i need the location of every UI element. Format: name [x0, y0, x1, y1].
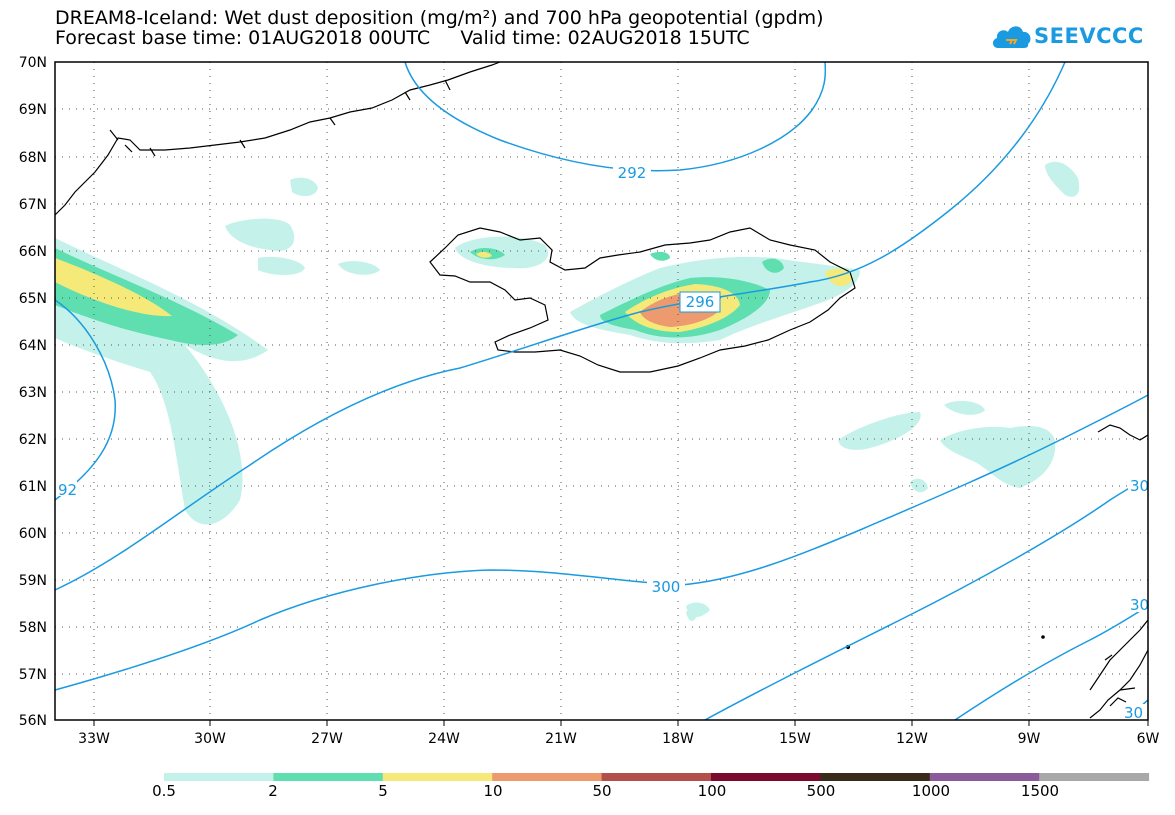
lat-label: 69N	[19, 102, 47, 118]
lat-label: 67N	[19, 197, 47, 213]
colorbar-swatch	[1039, 773, 1150, 781]
contour-label-300: 300	[652, 578, 681, 596]
lat-label: 62N	[19, 432, 47, 448]
lat-label: 70N	[19, 55, 47, 71]
lon-label: 6W	[1137, 731, 1160, 747]
colorbar-swatch	[492, 773, 603, 781]
map-frame	[54, 61, 1149, 721]
colorbar-swatch	[820, 773, 931, 781]
colorbar-label: 2	[268, 782, 278, 800]
contour-label-30-southeast: 30	[1130, 596, 1149, 614]
lat-label: 61N	[19, 479, 47, 495]
colorbar-label: 0.5	[152, 782, 176, 800]
colorbar-label: 50	[592, 782, 612, 800]
colorbar-label: 1500	[1020, 782, 1060, 800]
logo-text: SEEVCCC	[1034, 24, 1144, 48]
colorbar-label: 10	[483, 782, 503, 800]
lon-label: 9W	[1018, 731, 1041, 747]
geopotential-contours	[54, 61, 1149, 721]
colorbar-swatch	[929, 773, 1040, 781]
lon-label: 15W	[779, 731, 811, 747]
lat-label: 59N	[19, 573, 47, 589]
contour-label-296: 296	[686, 293, 715, 311]
colorbar-label: 1000	[911, 782, 951, 800]
lon-label: 30W	[194, 731, 226, 747]
axis-ticks	[93, 720, 1149, 726]
colorbar-swatch	[273, 773, 384, 781]
seevccc-logo: SEEVCCC	[990, 18, 1143, 60]
contour-label-30-corner: 30	[1124, 704, 1143, 722]
lon-label: 33W	[78, 731, 110, 747]
map-gridlines	[55, 62, 1148, 720]
contour-label-292-west: 92	[58, 481, 77, 499]
lat-label: 64N	[19, 338, 47, 354]
colorbar	[164, 773, 1150, 781]
contour-label-292: 292	[618, 164, 647, 182]
lon-label: 12W	[896, 731, 928, 747]
colorbar-swatch	[164, 773, 274, 781]
contour-labels: 292 296 300 92 30 30 30	[55, 163, 1149, 722]
dust-shading	[55, 161, 1080, 621]
lat-label: 60N	[19, 526, 47, 542]
colorbar-label: 5	[378, 782, 388, 800]
coastlines	[54, 61, 1149, 719]
lat-label: 66N	[19, 244, 47, 260]
map-subtitle: Forecast base time: 01AUG2018 00UTC Vali…	[55, 27, 750, 49]
lon-label: 24W	[428, 731, 460, 747]
lat-label: 58N	[19, 620, 47, 636]
colorbar-swatch	[382, 773, 493, 781]
colorbar-swatch	[601, 773, 712, 781]
lat-label: 63N	[19, 385, 47, 401]
lat-label: 57N	[19, 667, 47, 683]
colorbar-swatch	[711, 773, 821, 781]
contour-label-30-east: 30	[1130, 477, 1149, 495]
longitude-labels: 33W 30W 27W 24W 21W 18W 15W 12W 9W 6W	[78, 731, 1159, 747]
lat-label: 56N	[19, 713, 47, 729]
lon-label: 27W	[311, 731, 343, 747]
lat-label: 65N	[19, 291, 47, 307]
lon-label: 18W	[662, 731, 694, 747]
map-title: DREAM8-Iceland: Wet dust deposition (mg/…	[55, 7, 824, 29]
latitude-labels: 70N 69N 68N 67N 66N 65N 64N 63N 62N 61N …	[19, 55, 47, 729]
colorbar-label: 500	[806, 782, 836, 800]
colorbar-label: 100	[697, 782, 727, 800]
lat-label: 68N	[19, 150, 47, 166]
cloud-icon	[992, 26, 1031, 48]
lon-label: 21W	[545, 731, 577, 747]
